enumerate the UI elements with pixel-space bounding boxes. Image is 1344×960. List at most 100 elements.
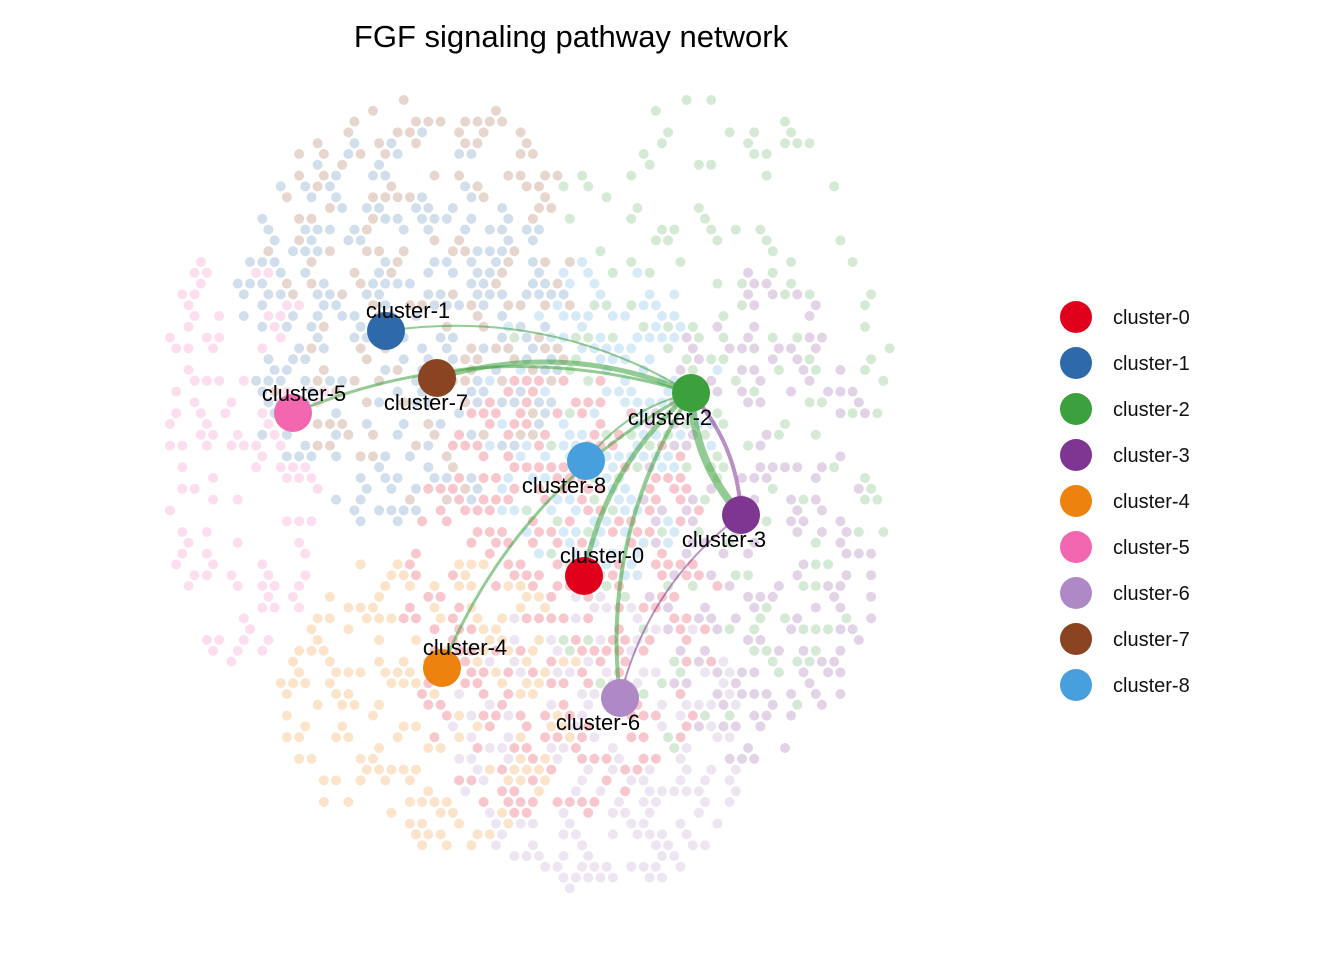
spatial-spot: [232, 581, 243, 591]
spatial-spot: [245, 257, 255, 267]
node-cluster-6[interactable]: [601, 679, 639, 717]
spatial-spot: [816, 527, 827, 537]
spatial-spot: [331, 429, 342, 440]
spatial-spot: [423, 483, 434, 494]
spatial-spot: [484, 397, 495, 408]
spatial-spot: [294, 753, 305, 764]
node-cluster-3[interactable]: [722, 496, 760, 534]
spatial-spot: [300, 181, 311, 192]
spatial-spot: [675, 710, 686, 721]
spatial-spot: [724, 343, 735, 354]
node-label-cluster-0: cluster-0: [560, 543, 644, 568]
spatial-spot: [478, 559, 489, 570]
spatial-spot: [349, 505, 360, 516]
spatial-spot: [638, 408, 649, 419]
spatial-spot: [454, 645, 465, 656]
spatial-spot: [657, 332, 667, 343]
spatial-spot: [835, 235, 846, 246]
node-cluster-5[interactable]: [274, 394, 312, 432]
spatial-spot: [681, 332, 692, 343]
spatial-spot: [435, 289, 446, 300]
spatial-spot: [361, 289, 372, 300]
spatial-spot: [583, 181, 594, 192]
spatial-spot: [693, 721, 704, 732]
spatial-spot: [380, 149, 391, 159]
node-cluster-0[interactable]: [565, 557, 603, 595]
spatial-spot: [632, 462, 643, 473]
spatial-spot: [454, 235, 465, 246]
spatial-spot: [712, 321, 723, 332]
spatial-spot: [411, 483, 421, 494]
node-cluster-8[interactable]: [567, 442, 605, 480]
spatial-spot: [663, 386, 674, 397]
spatial-spot: [534, 591, 544, 602]
spatial-spot: [324, 678, 335, 689]
spatial-spot: [847, 408, 858, 419]
spatial-spot: [570, 786, 581, 797]
spatial-spot: [798, 494, 809, 505]
spatial-spot: [361, 613, 372, 624]
spatial-spot: [509, 656, 520, 667]
spatial-spot: [700, 667, 710, 678]
spatial-spot: [564, 408, 575, 419]
spatial-spot: [798, 645, 809, 656]
spatial-spot: [472, 527, 483, 537]
spatial-spot: [392, 386, 403, 397]
spatial-spot: [761, 170, 772, 181]
spatial-spot: [681, 786, 692, 797]
spatial-spot: [780, 138, 790, 149]
spatial-spot: [361, 224, 372, 235]
spatial-spot: [454, 602, 465, 613]
spatial-spot: [552, 278, 563, 289]
spatial-spot: [509, 635, 520, 645]
spatial-spot: [257, 321, 268, 332]
spatial-spot: [447, 267, 458, 278]
spatial-spot: [251, 267, 262, 278]
spatial-spot: [398, 721, 409, 732]
spatial-spot: [669, 462, 680, 473]
spatial-spot: [460, 375, 471, 386]
node-cluster-1[interactable]: [367, 312, 405, 350]
node-cluster-4[interactable]: [423, 649, 461, 687]
spatial-spot: [368, 429, 378, 440]
spatial-spot: [675, 516, 686, 527]
spatial-spot: [386, 764, 397, 775]
spatial-spot: [644, 505, 655, 516]
spatial-spot: [767, 332, 778, 343]
spatial-spot: [687, 559, 698, 570]
spatial-spot: [792, 656, 803, 667]
spatial-spot: [466, 581, 477, 591]
spatial-spot: [411, 440, 421, 451]
spatial-spot: [386, 267, 397, 278]
spatial-spot: [226, 440, 237, 451]
spatial-spot: [589, 797, 600, 807]
node-cluster-2[interactable]: [672, 374, 710, 412]
spatial-spot: [589, 300, 600, 311]
spatial-spot: [324, 224, 335, 235]
spatial-spot: [570, 332, 581, 343]
spatial-spot: [743, 138, 754, 149]
spatial-spot: [521, 656, 532, 667]
spatial-spot: [374, 635, 385, 645]
spatial-spot: [712, 732, 723, 743]
spatial-spot: [478, 386, 489, 397]
spatial-spot: [577, 429, 588, 440]
spatial-spot: [312, 289, 323, 300]
spatial-spot: [183, 365, 194, 375]
spatial-spot: [786, 386, 797, 397]
spatial-spot: [841, 548, 852, 559]
spatial-spot: [337, 375, 348, 386]
node-cluster-7[interactable]: [418, 359, 456, 397]
spatial-spot: [798, 559, 809, 570]
spatial-spot: [804, 289, 815, 300]
spatial-spot: [355, 473, 366, 483]
spatial-spot: [620, 397, 631, 408]
spatial-spot: [786, 689, 797, 699]
spatial-spot: [355, 343, 366, 354]
spatial-spot: [638, 775, 649, 786]
spatial-spot: [743, 548, 754, 559]
spatial-spot: [208, 559, 219, 570]
spatial-spot: [860, 494, 870, 505]
spatial-spot: [503, 667, 514, 678]
spatial-spot: [478, 645, 489, 656]
